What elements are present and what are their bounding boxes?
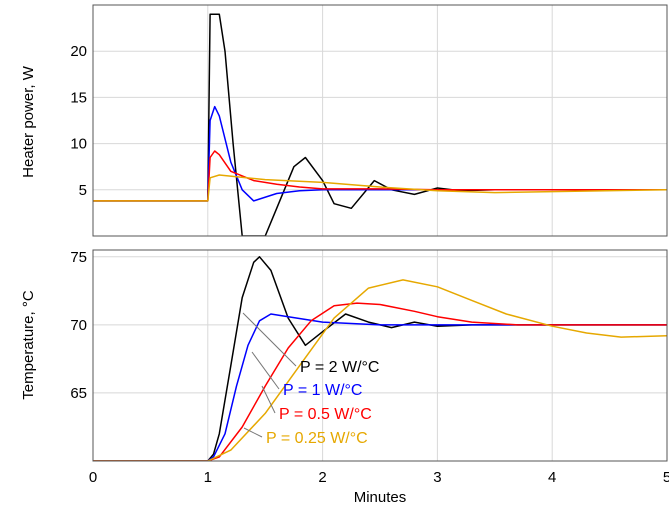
series-line-0 bbox=[93, 256, 667, 461]
label-leader-line bbox=[261, 385, 276, 414]
label-leader-line bbox=[243, 427, 263, 438]
series-label: P = 0.5 W/°C bbox=[279, 406, 372, 423]
series-line-1 bbox=[93, 105, 667, 202]
y-axis-label-top: Heater power, W bbox=[20, 65, 37, 178]
x-tick-label: 5 bbox=[663, 469, 669, 486]
y-tick-label: 75 bbox=[70, 249, 87, 266]
y-tick-label: 65 bbox=[70, 385, 87, 402]
y-tick-label: 10 bbox=[70, 136, 87, 153]
y-axis-label-bottom: Temperature, °C bbox=[20, 290, 37, 400]
x-axis-label: Minutes bbox=[354, 489, 407, 506]
y-tick-label: 15 bbox=[70, 89, 87, 106]
series-label: P = 1 W/°C bbox=[283, 382, 362, 399]
heater-power-panel: 5 10 15 20 bbox=[70, 4, 668, 237]
series-line-3 bbox=[93, 174, 667, 202]
x-tick-label: 2 bbox=[318, 469, 326, 486]
series-line-2 bbox=[93, 302, 667, 461]
x-tick-label: 3 bbox=[433, 469, 441, 486]
y-tick-label: 70 bbox=[70, 317, 87, 334]
x-tick-label: 1 bbox=[204, 469, 212, 486]
temperature-panel: 65 70 75 0 1 2 3 4 5 P = 2 W/°C P = 1 W/°C P = 0.5 … bbox=[70, 249, 669, 486]
series-line-3 bbox=[93, 279, 667, 461]
series-line-1 bbox=[93, 313, 667, 461]
x-tick-label: 0 bbox=[89, 469, 97, 486]
series-label: P = 0.25 W/°C bbox=[266, 430, 368, 447]
series-label: P = 2 W/°C bbox=[300, 359, 379, 376]
series-line-2 bbox=[93, 150, 667, 202]
label-leader-line bbox=[251, 351, 280, 390]
series-line-0 bbox=[93, 13, 667, 236]
plot-frame bbox=[92, 249, 668, 462]
y-tick-label: 20 bbox=[70, 43, 87, 60]
plot-frame bbox=[92, 4, 668, 237]
label-leader-line bbox=[242, 312, 297, 367]
y-tick-label: 5 bbox=[79, 182, 87, 199]
x-tick-label: 4 bbox=[548, 469, 556, 486]
